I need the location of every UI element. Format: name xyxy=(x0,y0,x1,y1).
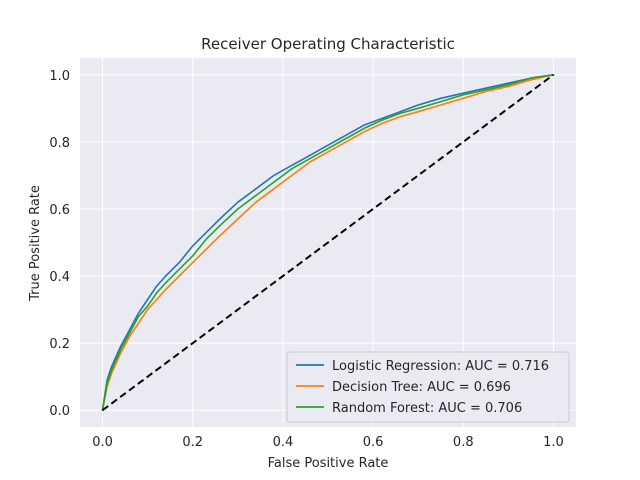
y-axis-label: True Positive Rate xyxy=(28,185,43,302)
y-tick-label: 0.2 xyxy=(49,337,70,352)
tick-labels: 0.0 0.2 0.4 0.6 0.8 1.0 0.0 0.2 0.4 0.6 0.8 1.0 xyxy=(49,69,563,450)
x-tick-label: 0.8 xyxy=(453,435,474,450)
legend: Logistic Regression: AUC = 0.716 Decision… xyxy=(286,351,570,423)
y-tick-label: 0.0 xyxy=(49,404,70,419)
legend-label-0: Logistic Regression: AUC = 0.716 xyxy=(332,359,549,374)
series-line-1 xyxy=(101,74,555,412)
y-tick-label: 1.0 xyxy=(49,69,70,84)
x-tick-label: 0.6 xyxy=(363,435,384,450)
series-line-0 xyxy=(101,74,555,412)
chart-title: Receiver Operating Characteristic xyxy=(201,35,455,53)
x-tick-label: 0.4 xyxy=(273,435,294,450)
x-tick-label: 0.2 xyxy=(182,435,203,450)
x-tick-label: 0.0 xyxy=(92,435,113,450)
x-tick-label: 1.0 xyxy=(543,435,564,450)
series-lines xyxy=(101,73,555,412)
y-tick-label: 0.6 xyxy=(49,203,70,218)
legend-box xyxy=(286,351,570,423)
y-tick-label: 0.8 xyxy=(49,136,70,151)
grid xyxy=(80,58,576,427)
series-line-2 xyxy=(101,74,555,412)
x-axis-label: False Positive Rate xyxy=(268,456,389,471)
reference-line xyxy=(101,73,555,412)
legend-label-1: Decision Tree: AUC = 0.696 xyxy=(332,380,511,395)
legend-label-2: Random Forest: AUC = 0.706 xyxy=(332,401,522,416)
y-tick-label: 0.4 xyxy=(49,270,70,285)
